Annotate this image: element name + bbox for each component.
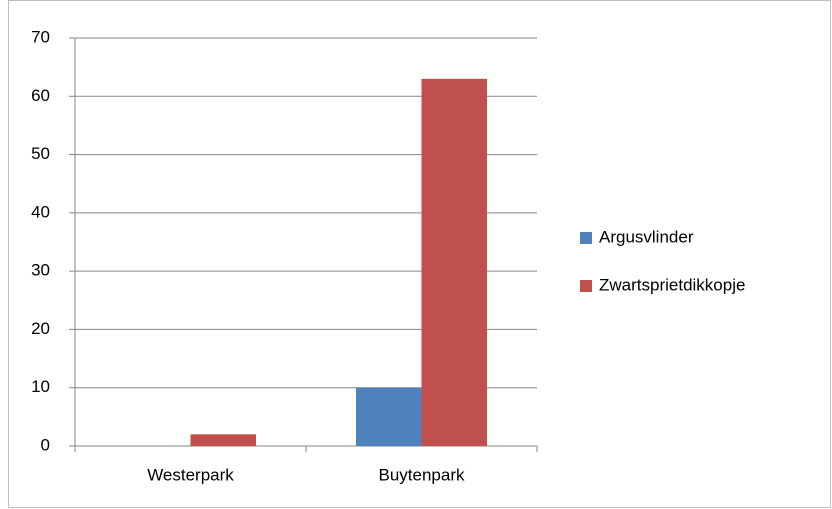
y-tick-label: 10 <box>31 377 50 396</box>
x-tick-label: Buytenpark <box>379 465 465 484</box>
y-tick-label: 0 <box>41 435 50 454</box>
y-tick-label: 60 <box>31 86 50 105</box>
y-tick-label: 40 <box>31 202 50 221</box>
legend-swatch <box>580 232 592 244</box>
y-tick-label: 70 <box>31 27 50 46</box>
y-tick-label: 20 <box>31 319 50 338</box>
y-tick-label: 30 <box>31 261 50 280</box>
bar <box>190 434 256 446</box>
y-tick-label: 50 <box>31 144 50 163</box>
bar <box>421 78 487 447</box>
chart-border <box>8 0 831 508</box>
legend-label: Argusvlinder <box>599 227 694 246</box>
legend-label: Zwartsprietdikkopje <box>599 275 745 294</box>
bar <box>356 387 422 446</box>
x-tick-label: Westerpark <box>147 465 234 484</box>
legend-swatch <box>580 280 592 292</box>
